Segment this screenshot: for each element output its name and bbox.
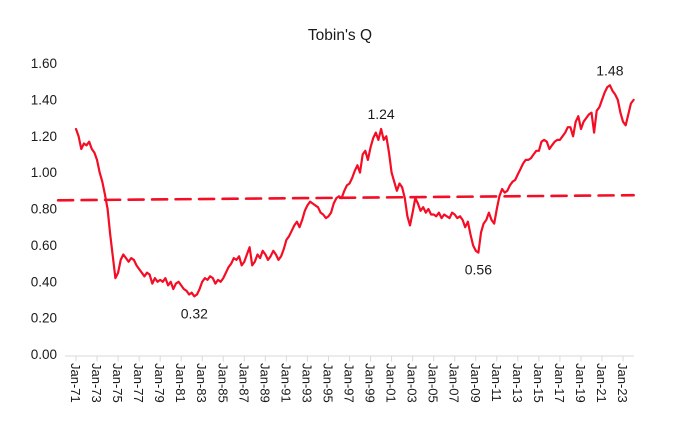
x-tick-label: Jan-01 bbox=[384, 363, 399, 403]
y-axis-labels: 0.00 0.20 0.40 0.60 0.80 1.00 1.20 1.40 1.60 bbox=[31, 56, 57, 362]
x-tick-label: Jan-03 bbox=[405, 363, 420, 403]
x-tick-label: Jan-97 bbox=[342, 363, 357, 403]
x-tick-label: Jan-13 bbox=[510, 363, 525, 403]
data-point-label: 1.48 bbox=[596, 62, 623, 78]
x-tick-label: Jan-77 bbox=[131, 363, 146, 403]
y-tick-label: 1.40 bbox=[31, 92, 57, 107]
x-tick-label: Jan-89 bbox=[257, 363, 272, 403]
x-tick-label: Jan-83 bbox=[194, 363, 209, 403]
y-tick-label: 1.20 bbox=[31, 129, 57, 144]
y-tick-label: 0.60 bbox=[31, 238, 57, 253]
tobins-q-line bbox=[74, 84, 635, 298]
y-tick-label: 1.00 bbox=[31, 165, 57, 180]
x-tick-label: Jan-05 bbox=[426, 363, 441, 403]
x-tick-label: Jan-75 bbox=[110, 363, 125, 403]
x-tick-label: Jan-07 bbox=[447, 363, 462, 403]
y-tick-label: 1.60 bbox=[31, 56, 57, 71]
x-tick-label: Jan-91 bbox=[278, 363, 293, 403]
x-tick-label: Jan-81 bbox=[173, 363, 188, 403]
x-tick-label: Jan-87 bbox=[236, 363, 251, 403]
x-tick-label: Jan-21 bbox=[594, 363, 609, 403]
x-tick-label: Jan-23 bbox=[615, 363, 630, 403]
y-tick-label: 0.00 bbox=[31, 347, 57, 362]
chart-title: Tobin's Q bbox=[308, 27, 372, 44]
x-axis-labels: Jan-71 Jan-73 Jan-75 Jan-77 Jan-79 Jan-81 Jan-… bbox=[68, 363, 630, 403]
y-tick-label: 0.20 bbox=[31, 311, 57, 326]
x-tick-label: Jan-99 bbox=[363, 363, 378, 403]
data-point-label: 0.56 bbox=[465, 262, 492, 278]
data-series bbox=[56, 84, 635, 298]
y-tick-label: 0.40 bbox=[31, 274, 57, 289]
x-tick-label: Jan-09 bbox=[468, 363, 483, 403]
x-tick-label: Jan-19 bbox=[573, 363, 588, 403]
x-tick-label: Jan-85 bbox=[215, 363, 230, 403]
y-tick-label: 0.80 bbox=[31, 202, 57, 217]
data-point-label: 0.32 bbox=[181, 305, 208, 321]
x-tick-label: Jan-73 bbox=[89, 363, 104, 403]
x-tick-label: Jan-93 bbox=[299, 363, 314, 403]
x-axis bbox=[65, 355, 634, 362]
x-tick-label: Jan-71 bbox=[68, 363, 83, 403]
x-tick-label: Jan-79 bbox=[152, 363, 167, 403]
trend-dashed-line bbox=[56, 193, 635, 202]
x-tick-label: Jan-95 bbox=[320, 363, 335, 403]
annotations: 0.32 1.24 0.56 1.48 bbox=[181, 62, 624, 321]
x-tick-label: Jan-17 bbox=[552, 363, 567, 403]
x-tick-label: Jan-15 bbox=[531, 363, 546, 403]
data-point-label: 1.24 bbox=[367, 106, 394, 122]
x-tick-label: Jan-11 bbox=[489, 363, 504, 402]
